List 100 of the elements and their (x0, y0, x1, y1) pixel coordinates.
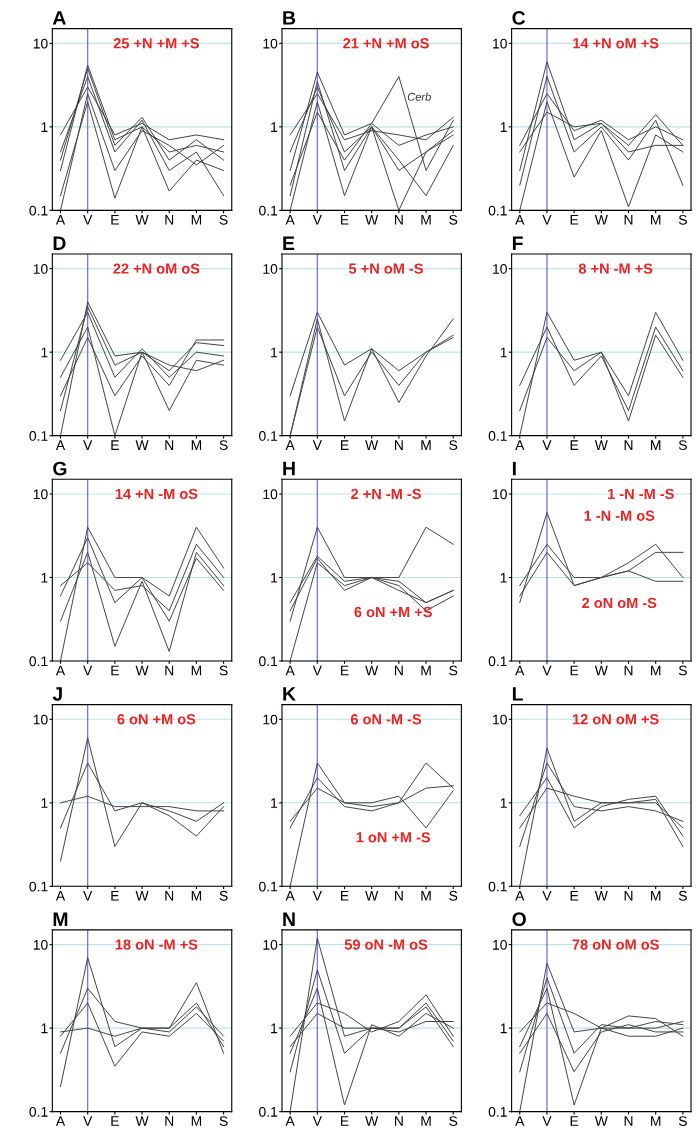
x-tick-label: N (394, 890, 403, 901)
x-tick-label: N (165, 890, 174, 901)
annotation: 14 +N -M oS (115, 488, 198, 500)
x-tick-label: E (570, 665, 579, 676)
x-tick-label: A (285, 665, 295, 676)
y-tick-label: 1 (271, 347, 278, 358)
x-tick-label: N (394, 440, 403, 450)
x-tick-label: W (365, 665, 379, 676)
y-tick-label: 1 (500, 122, 507, 132)
x-tick-label: M (651, 440, 661, 450)
x-tick-label: M (421, 1116, 431, 1126)
x-tick-label: V (542, 665, 552, 676)
x-tick-label: E (341, 1116, 349, 1126)
x-tick-label: M (651, 665, 661, 676)
x-tick-label: V (542, 215, 552, 225)
x-tick-label: S (219, 665, 228, 676)
x-tick-label: S (219, 890, 228, 901)
chart-title: A (52, 11, 66, 25)
x-tick-label: N (394, 665, 403, 676)
y-tick-label: 10 (263, 489, 278, 500)
y-tick-label: 10 (493, 714, 507, 725)
y-tick-label: 10 (33, 38, 48, 49)
x-tick-label: V (542, 1116, 552, 1126)
x-tick-label: E (570, 1116, 579, 1126)
y-tick-label: 10 (493, 264, 507, 274)
y-tick-label: 0.1 (29, 205, 48, 216)
x-tick-label: A (515, 440, 525, 450)
x-tick-label: N (394, 1116, 403, 1126)
annotation: 2 +N -M -S (351, 488, 421, 500)
x-tick-label: A (515, 665, 525, 676)
x-tick-label: V (542, 890, 552, 901)
y-tick-label: 1 (41, 347, 48, 358)
x-tick-label: S (678, 1116, 687, 1126)
x-tick-label: E (341, 215, 349, 225)
annotation: 1 -N -M -S (608, 488, 674, 500)
x-tick-label: E (570, 890, 579, 901)
x-tick-label: M (651, 215, 661, 225)
y-tick-label: 0.1 (29, 431, 48, 441)
x-tick-label: M (651, 1116, 661, 1126)
x-tick-label: S (678, 214, 687, 225)
y-tick-label: 0.1 (259, 431, 278, 441)
annotation: 8 +N -M +S (578, 263, 653, 274)
y-tick-label: 10 (263, 264, 278, 274)
y-tick-label: 0.1 (259, 205, 278, 216)
x-tick-label: W (135, 1116, 149, 1126)
y-tick-label: 10 (263, 38, 278, 49)
x-tick-label: M (191, 890, 202, 901)
x-tick-label: E (341, 665, 349, 676)
annotation: 14 +N oM +S (573, 38, 659, 49)
y-tick-label: 10 (493, 489, 507, 500)
y-tick-label: 1 (41, 572, 48, 583)
x-tick-label: W (135, 665, 149, 676)
annotation: 2 oN oM -S (582, 597, 657, 609)
x-tick-label: E (341, 440, 349, 450)
x-tick-label: E (111, 1116, 119, 1126)
x-tick-label: S (449, 214, 458, 225)
x-tick-label: S (219, 440, 228, 451)
annotation: 21 +N +M oS (343, 38, 429, 49)
y-tick-label: 1 (500, 572, 507, 583)
annotation: 6 oN -M -S (350, 714, 422, 725)
x-tick-label: S (678, 665, 687, 676)
x-tick-label: W (594, 1116, 608, 1126)
x-tick-label: M (191, 440, 202, 450)
x-tick-label: A (515, 1116, 525, 1126)
x-tick-label: S (219, 214, 228, 225)
y-tick-label: 10 (33, 714, 48, 725)
x-tick-label: N (394, 215, 403, 225)
x-tick-label: V (312, 890, 322, 901)
x-tick-label: S (449, 665, 458, 676)
annotation: 1 oN +M -S (356, 832, 431, 843)
x-tick-label: V (83, 1116, 93, 1126)
y-tick-label: 10 (263, 939, 278, 950)
y-tick-label: 1 (41, 1023, 48, 1034)
x-tick-label: V (83, 890, 93, 901)
x-tick-label: V (312, 215, 322, 225)
y-tick-label: 10 (33, 939, 48, 950)
y-tick-label: 1 (500, 347, 507, 358)
chart-title: J (52, 687, 62, 701)
x-tick-label: N (624, 890, 633, 901)
annotation: 5 +N oM -S (349, 263, 423, 274)
chart-title: G (53, 461, 67, 476)
annotation: 25 +N +M +S (113, 38, 199, 49)
x-tick-label: N (624, 1116, 633, 1126)
x-tick-label: M (651, 890, 661, 901)
x-tick-label: A (515, 215, 525, 225)
y-tick-label: 10 (493, 939, 507, 950)
x-tick-label: A (285, 440, 295, 450)
y-tick-label: 0.1 (29, 1106, 48, 1117)
chart-title: D (53, 236, 66, 250)
y-tick-label: 0.1 (259, 1106, 278, 1117)
x-tick-label: N (165, 1116, 174, 1126)
x-tick-label: N (165, 665, 174, 676)
x-tick-label: E (570, 440, 579, 450)
x-tick-label: W (594, 440, 608, 450)
y-tick-label: 0.1 (259, 656, 278, 667)
x-tick-label: W (135, 440, 149, 450)
x-tick-label: A (55, 215, 66, 225)
chart-title: I (512, 461, 516, 476)
chart-title: E (283, 236, 295, 250)
x-tick-label: A (55, 440, 66, 450)
